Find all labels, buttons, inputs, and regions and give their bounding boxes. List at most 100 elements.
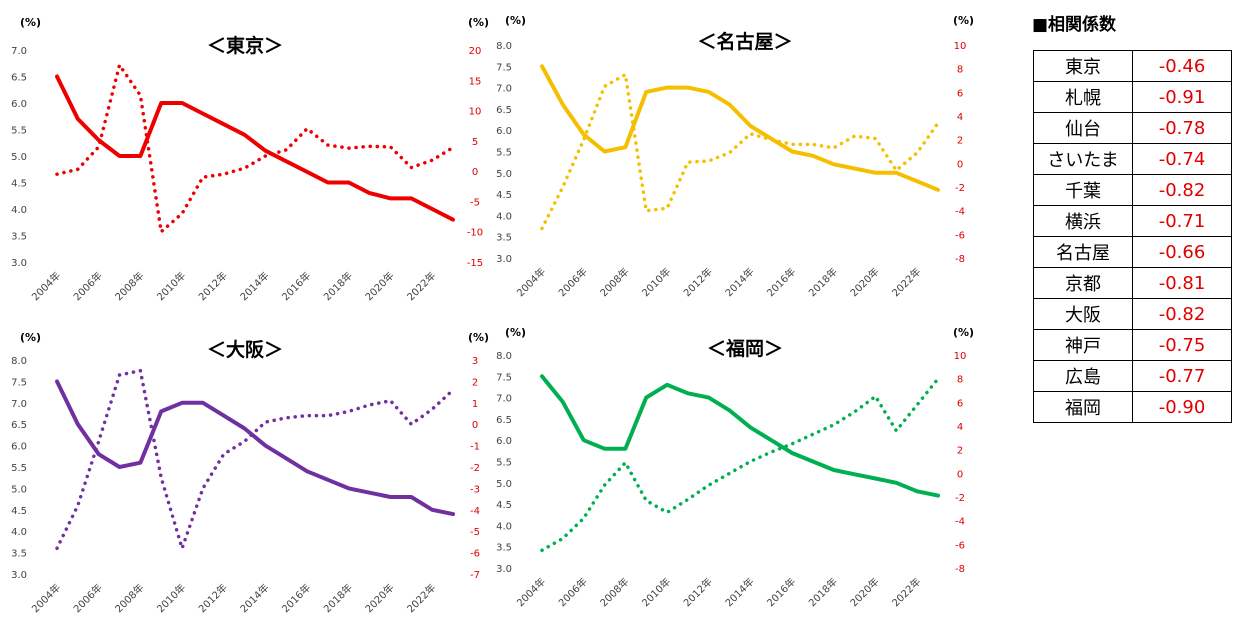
left-tick-label: 5.5 [496, 148, 512, 159]
x-tick-label: 2022年 [404, 581, 438, 615]
right-tick-label: 15 [469, 76, 482, 87]
x-tick-label: 2012年 [681, 575, 715, 609]
right-tick-label: 0 [472, 167, 478, 178]
x-tick-label: 2020年 [847, 265, 881, 299]
right-tick-label: 1 [472, 399, 478, 410]
x-tick-label: 2022年 [889, 575, 923, 609]
x-tick-label: 2016年 [279, 269, 313, 303]
left-tick-label: 5.5 [496, 458, 512, 469]
left-tick-label: 5.0 [496, 169, 512, 180]
right-tick-label: -7 [470, 570, 480, 581]
right-tick-label: 6 [957, 398, 963, 409]
right-tick-label: 5 [472, 137, 478, 148]
left-axis-unit: (%) [20, 16, 41, 29]
x-tick-label: 2016年 [279, 581, 313, 615]
left-tick-label: 7.5 [11, 377, 27, 388]
left-axis-series-line [540, 64, 940, 192]
left-tick-label: 4.0 [496, 211, 512, 222]
right-tick-label: 8 [957, 65, 963, 76]
x-tick-label: 2022年 [404, 269, 438, 303]
right-tick-label: 2 [957, 136, 963, 147]
correlation-value-cell: -0.66 [1132, 236, 1232, 268]
left-tick-label: 5.5 [11, 126, 27, 137]
x-tick-label: 2010年 [639, 265, 673, 299]
table-row: 広島 -0.77 [1033, 360, 1232, 392]
right-tick-label: -4 [955, 517, 965, 528]
x-tick-label: 2014年 [237, 269, 271, 303]
city-cell: 横浜 [1033, 205, 1133, 237]
city-cell: 神戸 [1033, 329, 1133, 361]
city-cell: 千葉 [1033, 174, 1133, 206]
left-tick-label: 4.0 [496, 521, 512, 532]
table-row: 神戸 -0.75 [1033, 329, 1232, 361]
right-axis-series-line [540, 72, 940, 231]
city-cell: 京都 [1033, 267, 1133, 299]
left-tick-label: 8.0 [496, 41, 512, 52]
city-cell: 仙台 [1033, 112, 1133, 144]
x-tick-label: 2006年 [556, 265, 590, 299]
city-cell: 広島 [1033, 360, 1133, 392]
chart-title: ＜東京＞ [207, 34, 283, 57]
table-row: 千葉 -0.82 [1033, 174, 1232, 206]
right-tick-label: -6 [955, 540, 965, 551]
left-tick-label: 6.5 [11, 420, 27, 431]
x-tick-label: 2018年 [321, 581, 355, 615]
right-axis-series-line [55, 63, 455, 234]
x-tick-label: 2008年 [597, 575, 631, 609]
right-tick-label: -2 [470, 463, 480, 474]
left-tick-label: 4.5 [11, 179, 27, 190]
left-tick-label: 3.5 [496, 543, 512, 554]
x-tick-label: 2016年 [764, 575, 798, 609]
x-tick-label: 2006年 [71, 581, 105, 615]
x-tick-label: 2004年 [29, 581, 63, 615]
x-tick-label: 2014年 [722, 575, 756, 609]
left-tick-label: 3.5 [496, 233, 512, 244]
city-cell: 東京 [1033, 50, 1133, 82]
x-tick-label: 2012年 [196, 269, 230, 303]
chart-panel-0: ＜東京＞ (%) (%) 3.0 3.5 4.0 4.5 5.0 5.5 6.0 6.5 7.0 -15… [11, 16, 489, 303]
right-tick-label: 0 [957, 469, 963, 480]
left-tick-label: 3.0 [11, 258, 27, 269]
left-tick-label: 4.5 [11, 506, 27, 517]
left-tick-label: 8.0 [496, 351, 512, 362]
left-tick-label: 5.0 [496, 479, 512, 490]
left-axis-unit: (%) [20, 331, 41, 344]
right-tick-label: -10 [467, 228, 483, 239]
left-axis-series-line [55, 74, 455, 222]
left-tick-label: 5.5 [11, 463, 27, 474]
right-tick-label: 0 [472, 420, 478, 431]
x-tick-label: 2004年 [514, 265, 548, 299]
left-tick-label: 5.0 [11, 152, 27, 163]
x-tick-label: 2012年 [196, 581, 230, 615]
left-tick-label: 5.0 [11, 484, 27, 495]
left-tick-label: 6.5 [496, 105, 512, 116]
table-row: 名古屋 -0.66 [1033, 236, 1232, 268]
correlation-title: ■相関係数 [1032, 15, 1117, 35]
x-tick-label: 2004年 [514, 575, 548, 609]
left-tick-label: 3.0 [11, 570, 27, 581]
left-tick-label: 7.5 [496, 62, 512, 73]
left-axis-unit: (%) [505, 14, 526, 27]
table-row: 京都 -0.81 [1033, 267, 1232, 299]
x-tick-label: 2008年 [112, 581, 146, 615]
x-tick-label: 2008年 [597, 265, 631, 299]
left-tick-label: 6.0 [496, 126, 512, 137]
chart-panel-2: ＜大阪＞ (%) (%) 3.0 3.5 4.0 4.5 5.0 5.5 6.0 6.5 7.0 7.5… [11, 331, 489, 615]
table-row: 福岡 -0.90 [1033, 391, 1232, 423]
right-tick-label: 2 [957, 446, 963, 457]
correlation-value-cell: -0.75 [1132, 329, 1232, 361]
x-tick-label: 2018年 [806, 265, 840, 299]
right-tick-label: -4 [470, 506, 480, 517]
right-tick-label: 3 [472, 356, 478, 367]
chart-panel-1: ＜名古屋＞ (%) (%) 3.0 3.5 4.0 4.5 5.0 5.5 6.0 6.5 7.0 7.… [496, 14, 974, 299]
right-tick-label: 0 [957, 159, 963, 170]
right-tick-label: -6 [955, 230, 965, 241]
right-axis-unit: (%) [468, 16, 489, 29]
left-tick-label: 6.0 [496, 436, 512, 447]
right-tick-label: 10 [469, 107, 482, 118]
right-tick-label: -2 [955, 183, 965, 194]
table-row: さいたま -0.74 [1033, 143, 1232, 175]
right-tick-label: 4 [957, 112, 963, 123]
city-cell: さいたま [1033, 143, 1133, 175]
correlation-value-cell: -0.74 [1132, 143, 1232, 175]
